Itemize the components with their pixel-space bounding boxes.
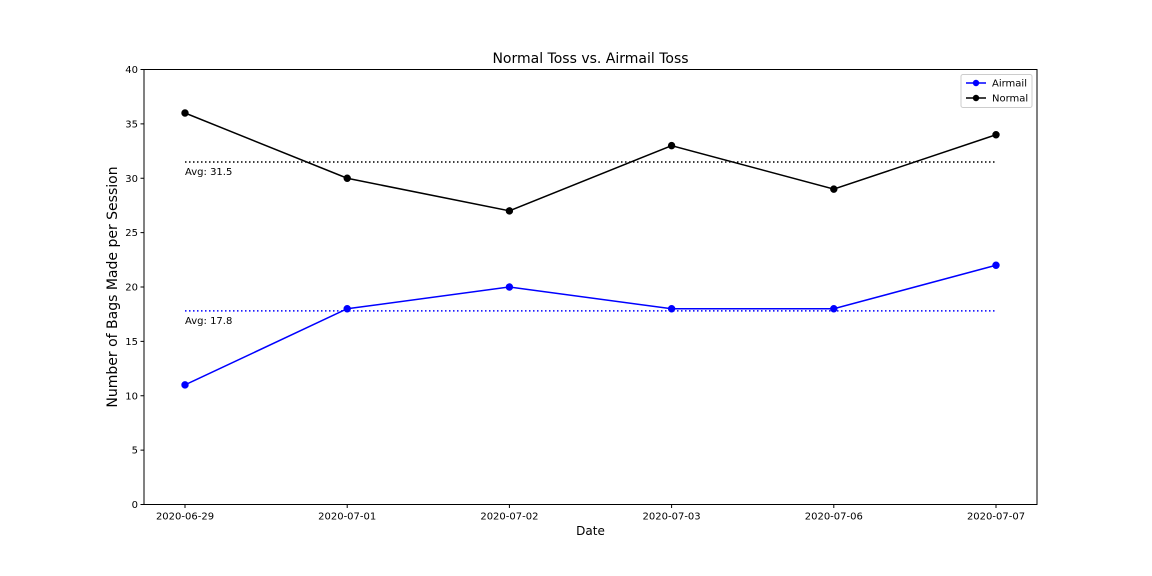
average-annotation: Avg: 31.5 (185, 167, 232, 178)
data-point (992, 131, 1000, 139)
x-tick-label: 2020-07-06 (805, 512, 863, 523)
x-tick-label: 2020-07-01 (318, 512, 376, 523)
y-tick-label: 0 (132, 500, 138, 511)
y-tick-label: 20 (125, 283, 138, 294)
y-tick-label: 15 (125, 337, 138, 348)
data-point (181, 109, 189, 117)
data-point (667, 141, 676, 150)
x-tick-label: 2020-07-07 (967, 512, 1025, 523)
legend-marker (972, 94, 980, 102)
data-point (992, 261, 1000, 269)
y-tick-label: 10 (125, 391, 138, 402)
legend-label: Airmail (992, 79, 1027, 90)
y-tick-label: 5 (132, 446, 138, 457)
data-point (181, 381, 189, 389)
data-point (830, 305, 838, 313)
y-tick-label: 25 (125, 228, 138, 239)
data-point (343, 305, 351, 313)
legend: Airmail Normal (960, 74, 1033, 108)
series-line (184, 264, 997, 386)
legend-marker (972, 79, 980, 87)
plot-frame (143, 69, 1038, 505)
average-annotation: Avg: 17.8 (185, 316, 232, 327)
y-axis-label: Number of Bags Made per Session (105, 166, 121, 407)
y-tick-label: 30 (125, 174, 138, 185)
data-point (830, 185, 838, 193)
x-axis-label: Date (576, 524, 605, 538)
data-point (505, 283, 514, 291)
data-point (667, 305, 676, 313)
data-point (343, 174, 351, 182)
legend-label: Normal (992, 94, 1028, 105)
series-line (184, 112, 997, 212)
y-tick-label: 35 (125, 119, 138, 130)
x-tick-label: 2020-06-29 (156, 512, 214, 523)
x-tick-label: 2020-07-03 (643, 512, 701, 523)
y-tick-label: 40 (125, 65, 138, 76)
data-point (505, 207, 514, 215)
chart-title: Normal Toss vs. Airmail Toss (492, 51, 688, 67)
x-tick-label: 2020-07-02 (480, 512, 538, 523)
plot-area: 0 5 10 15 20 25 30 35 40 2020-06-29 2020-07-01 2020… (125, 65, 1025, 523)
